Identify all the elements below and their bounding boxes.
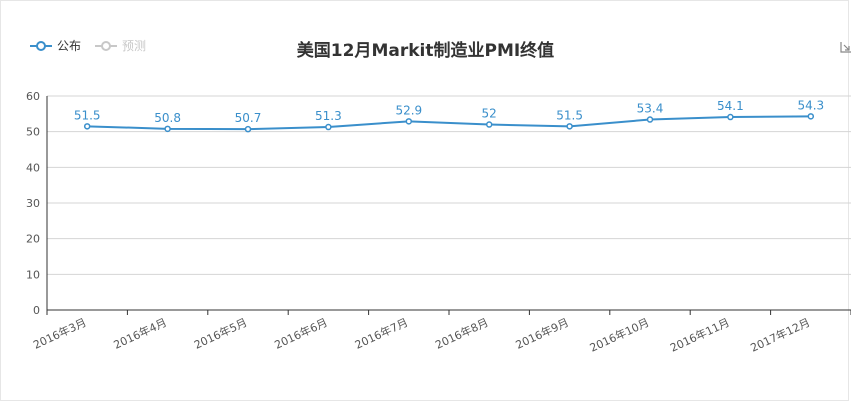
data-point[interactable]: [83, 123, 91, 130]
x-tick-label: 2016年11月: [668, 315, 732, 355]
y-tick-label: 0: [33, 304, 40, 317]
line-marker-icon: [95, 40, 118, 51]
data-label: 52: [482, 107, 497, 121]
data-point[interactable]: [566, 123, 573, 130]
legend-label-forecast: 预测: [122, 39, 147, 53]
x-tick-label: 2017年12月: [748, 315, 812, 355]
legend: 公布 预测: [30, 37, 160, 54]
data-label: 51.5: [556, 108, 583, 122]
x-tick-label: 2016年8月: [433, 315, 491, 352]
data-point[interactable]: [244, 125, 252, 133]
x-tick-label: 2016年7月: [352, 315, 410, 352]
data-point[interactable]: [485, 121, 493, 128]
y-tick-label: 10: [26, 268, 40, 281]
y-tick-label: 40: [26, 161, 40, 174]
data-label: 50.8: [154, 111, 181, 125]
data-label: 54.3: [797, 98, 824, 112]
x-tick-label: 2016年9月: [513, 315, 571, 352]
data-label: 52.9: [395, 103, 422, 117]
data-point[interactable]: [727, 113, 734, 121]
data-point[interactable]: [164, 125, 171, 133]
legend-label-published: 公布: [57, 39, 82, 53]
series-line: [87, 115, 811, 131]
data-point[interactable]: [646, 116, 654, 123]
x-tick-label: 2016年5月: [192, 315, 250, 352]
y-tick-label: 60: [26, 90, 40, 103]
x-tick-label: 2016年6月: [272, 315, 330, 352]
line-marker-icon: [30, 40, 52, 51]
data-point[interactable]: [807, 113, 815, 120]
x-tick-label: 2016年10月: [587, 315, 651, 355]
data-point[interactable]: [405, 118, 413, 125]
y-tick-label: 50: [26, 126, 40, 139]
data-label: 50.7: [235, 111, 262, 125]
x-tick-label: 2016年3月: [31, 315, 89, 352]
legend-item-published[interactable]: 公布: [30, 37, 81, 54]
y-tick-label: 30: [26, 197, 40, 210]
chart-title: 美国12月Markit制造业PMI终值: [296, 41, 555, 61]
data-label: 51.3: [315, 109, 342, 123]
restore-icon[interactable]: [838, 40, 851, 56]
x-tick-label: 2016年4月: [111, 315, 169, 352]
data-label: 54.1: [717, 99, 744, 113]
legend-item-forecast[interactable]: 预测: [95, 37, 146, 54]
data-point[interactable]: [325, 123, 332, 131]
data-label: 51.5: [74, 108, 101, 122]
y-tick-label: 20: [26, 233, 40, 246]
data-label: 53.4: [637, 102, 664, 116]
